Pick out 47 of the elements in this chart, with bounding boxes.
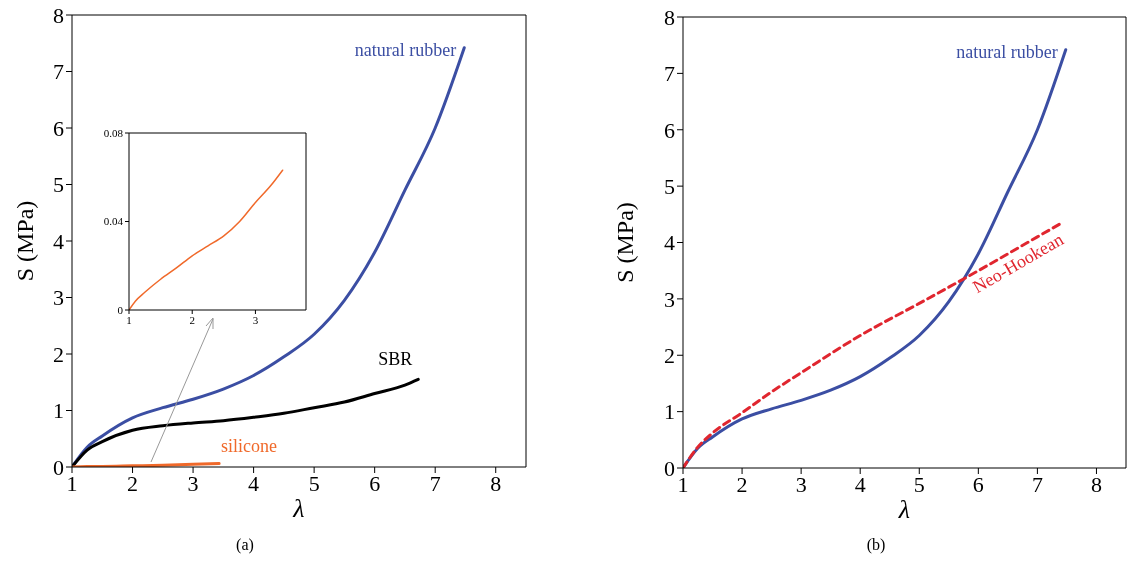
series-label: natural rubber — [956, 41, 1058, 62]
y-tick-label: 1 — [664, 399, 675, 425]
series-label: natural rubber — [354, 39, 457, 60]
y-tick-label: 8 — [53, 2, 64, 28]
series-label: SBR — [378, 349, 413, 370]
y-axis-title: S (MPa) — [11, 200, 38, 282]
y-tick-label: 4 — [53, 228, 64, 254]
y-tick-label: 5 — [664, 173, 675, 199]
y-tick-label: 4 — [664, 230, 675, 256]
y-tick-label: 6 — [53, 115, 64, 141]
x-tick-label: 6 — [972, 471, 984, 497]
y-tick-label: 2 — [664, 343, 675, 369]
x-tick-label: 5 — [308, 470, 320, 496]
x-tick-label: 2 — [736, 471, 748, 497]
x-tick-label: 3 — [795, 471, 807, 497]
x-tick-label: 3 — [187, 470, 199, 496]
x-axis-title: λ — [292, 494, 305, 523]
x-tick-label: 2 — [189, 313, 195, 326]
y-tick-label: 7 — [664, 61, 675, 87]
y-axis-title: S (MPa) — [611, 202, 638, 283]
y-tick-label: 0 — [117, 303, 124, 316]
y-tick-label: 8 — [664, 4, 675, 30]
x-tick-label: 8 — [1090, 471, 1102, 497]
y-tick-label: 2 — [53, 341, 64, 367]
text: (b) — [865, 536, 887, 554]
line-series — [129, 169, 284, 310]
y-tick-label: 7 — [53, 59, 64, 85]
y-tick-label: 0 — [664, 455, 675, 481]
x-tick-label: 3 — [252, 313, 259, 326]
y-tick-label: 0.04 — [103, 215, 124, 228]
x-axis-title: λ — [897, 495, 911, 524]
x-tick-label: 5 — [913, 471, 925, 497]
x-tick-label: 6 — [369, 470, 381, 496]
x-tick-label: 7 — [429, 470, 441, 496]
line-series — [683, 221, 1063, 468]
y-tick-label: 0 — [53, 454, 64, 480]
y-tick-label: 5 — [53, 172, 64, 198]
y-tick-label: 1 — [53, 398, 64, 424]
x-tick-label: 7 — [1031, 471, 1043, 497]
x-tick-label: 1 — [126, 313, 132, 326]
text: (a) — [235, 536, 255, 554]
series-label: silicone — [221, 435, 278, 456]
y-tick-label: 0.08 — [103, 126, 124, 139]
x-tick-label: 4 — [248, 470, 260, 496]
x-tick-label: 8 — [490, 470, 502, 496]
x-tick-label: 4 — [854, 471, 866, 497]
y-tick-label: 6 — [664, 117, 675, 143]
